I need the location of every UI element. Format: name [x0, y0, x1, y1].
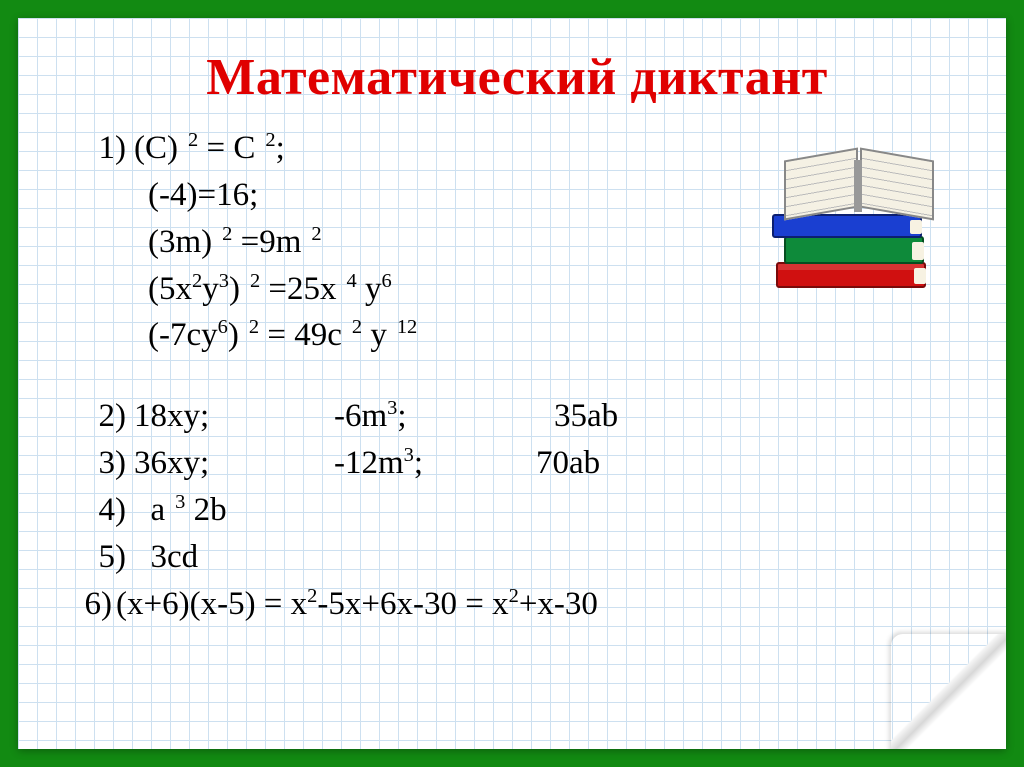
- expr: 3cd: [134, 534, 198, 581]
- line-6: 6) (x+6)(x-5) = x2-5x+6x-30 = x2+x-30: [78, 581, 956, 628]
- book-page-right: [860, 147, 934, 220]
- expr: a3 2b: [134, 487, 227, 534]
- line-5: 5) 3cd: [78, 534, 956, 581]
- col: 35ab: [554, 393, 618, 440]
- graph-paper: Математический диктант 1) (C)2 = C2; (-4…: [18, 18, 1006, 749]
- line-3: 3) 36xy; -12m3; 70ab: [78, 440, 956, 487]
- slide-content: Математический диктант 1) (C)2 = C2; (-4…: [18, 18, 1006, 648]
- list-number: 3): [78, 440, 134, 487]
- list-number: 6): [78, 581, 116, 628]
- books-illustration: [766, 128, 946, 288]
- expr: (x+6)(x-5) = x2-5x+6x-30 = x2+x-30: [116, 581, 598, 628]
- list-number: 5): [78, 534, 134, 581]
- line-1e: (-7cy6)2 = 49c2 y12: [78, 312, 956, 359]
- expr: (C)2 = C2;: [134, 125, 285, 172]
- line-2: 2) 18xy; -6m3; 35ab: [78, 393, 956, 440]
- green-book-icon: [784, 236, 924, 264]
- page-curl-icon: [891, 634, 1006, 749]
- col: -6m3;: [334, 393, 554, 440]
- book-page-left: [784, 147, 858, 220]
- slide-title: Математический диктант: [78, 48, 956, 107]
- red-book-icon: [776, 262, 926, 288]
- line-4: 4) a3 2b: [78, 487, 956, 534]
- list-number: 2): [78, 393, 134, 440]
- spacer: [78, 359, 956, 393]
- book-spine: [854, 160, 862, 212]
- list-number: 4): [78, 487, 134, 534]
- open-book-icon: [784, 148, 934, 218]
- list-number: 1): [78, 125, 134, 172]
- col: 36xy;: [134, 440, 334, 487]
- col: -12m3;: [334, 440, 554, 487]
- col: 70ab: [536, 440, 600, 487]
- col: 18xy;: [134, 393, 334, 440]
